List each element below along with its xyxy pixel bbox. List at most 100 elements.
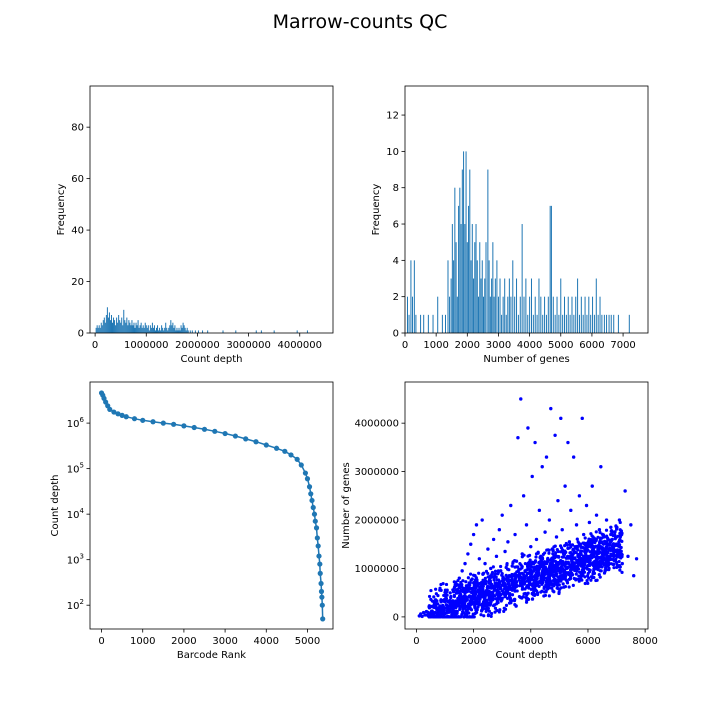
histogram-bar bbox=[138, 327, 140, 333]
x-tick-label: 2000 bbox=[461, 636, 486, 647]
scatter-point bbox=[450, 604, 454, 608]
scatter-point bbox=[527, 571, 531, 575]
scatter-point bbox=[598, 530, 602, 535]
scatter-point bbox=[602, 571, 607, 575]
axes-frame bbox=[404, 85, 649, 334]
histogram-bar bbox=[453, 260, 455, 333]
scatter-point bbox=[541, 571, 546, 576]
scatter-point bbox=[520, 555, 524, 559]
scatter-point bbox=[521, 572, 526, 577]
histogram-bar bbox=[126, 317, 128, 333]
histogram-bar bbox=[455, 242, 457, 333]
histogram-bar bbox=[575, 296, 577, 333]
scatter-point bbox=[456, 596, 460, 601]
scatter-point bbox=[586, 571, 590, 576]
scatter-point bbox=[570, 573, 574, 577]
barcode-rank-point bbox=[123, 414, 129, 420]
scatter-point bbox=[585, 574, 590, 578]
scatter-point bbox=[520, 596, 524, 600]
histogram-bar bbox=[125, 322, 127, 333]
histogram-bar bbox=[123, 309, 125, 333]
histogram-bar bbox=[169, 325, 171, 333]
histogram-bar bbox=[460, 224, 462, 333]
histogram-bar bbox=[411, 296, 413, 333]
scatter-point bbox=[599, 546, 603, 550]
histogram-bar bbox=[463, 151, 465, 333]
histogram-bar bbox=[529, 296, 531, 333]
histogram-bar bbox=[168, 327, 170, 333]
scatter-point bbox=[460, 569, 464, 573]
scatter-point bbox=[434, 613, 439, 618]
scatter-point bbox=[467, 602, 472, 606]
scatter-point bbox=[583, 559, 587, 563]
scatter-point bbox=[559, 546, 564, 550]
scatter-point bbox=[534, 555, 538, 559]
scatter-point bbox=[513, 572, 517, 576]
histogram-bar bbox=[474, 242, 476, 333]
y-tick-label: 80 bbox=[71, 123, 84, 134]
scatter-point bbox=[477, 590, 481, 594]
scatter-point bbox=[473, 581, 477, 585]
histogram-bar bbox=[170, 320, 172, 333]
scatter-point bbox=[482, 600, 486, 604]
scatter-point bbox=[575, 537, 579, 541]
scatter-point bbox=[549, 406, 553, 411]
scatter-point bbox=[563, 575, 567, 579]
histogram-bar bbox=[449, 296, 451, 333]
y-tick-label: 106 bbox=[67, 416, 85, 430]
scatter-point bbox=[600, 552, 604, 556]
scatter-point bbox=[476, 597, 480, 601]
scatter-point bbox=[439, 598, 443, 602]
histogram-bar bbox=[550, 205, 552, 333]
scatter-point bbox=[563, 585, 568, 589]
scatter-point bbox=[572, 562, 576, 566]
scatter-point bbox=[470, 577, 474, 581]
histogram-bar bbox=[129, 322, 131, 333]
scatter-point bbox=[525, 584, 529, 588]
scatter-point bbox=[548, 569, 553, 574]
scatter-point bbox=[533, 440, 537, 445]
barcode-rank-point bbox=[107, 406, 113, 413]
y-axis-label: Frequency bbox=[56, 184, 67, 236]
scatter-point bbox=[524, 596, 528, 600]
scatter-point bbox=[577, 542, 581, 546]
scatter-point bbox=[565, 543, 569, 547]
scatter-point bbox=[544, 583, 548, 587]
histogram-bar bbox=[569, 314, 571, 333]
histogram-bar bbox=[102, 320, 104, 333]
histogram-bar bbox=[106, 307, 108, 333]
scatter-point bbox=[511, 560, 515, 564]
scatter-point bbox=[603, 562, 607, 566]
scatter-point bbox=[583, 555, 587, 560]
scatter-point bbox=[539, 554, 543, 559]
histogram-bar bbox=[124, 320, 126, 333]
scatter-point bbox=[594, 578, 598, 583]
scatter-point bbox=[603, 557, 607, 561]
scatter-point bbox=[532, 593, 537, 597]
scatter-point bbox=[580, 578, 584, 582]
scatter-point bbox=[610, 537, 614, 541]
histogram-bar bbox=[151, 322, 153, 333]
histogram-bar bbox=[177, 330, 179, 333]
x-tick-label: 4000000 bbox=[277, 340, 322, 351]
histogram-bar bbox=[140, 322, 142, 333]
scatter-point bbox=[497, 597, 501, 601]
scatter-point bbox=[458, 601, 462, 605]
scatter-point bbox=[504, 565, 508, 570]
scatter-point bbox=[483, 561, 487, 566]
scatter-point bbox=[496, 593, 500, 597]
histogram-bar bbox=[130, 325, 132, 333]
scatter-point bbox=[482, 614, 486, 618]
scatter-point bbox=[480, 589, 484, 594]
barcode-rank-point bbox=[273, 445, 280, 451]
scatter-point bbox=[441, 603, 445, 607]
histogram-bar bbox=[116, 317, 118, 333]
histogram-bar bbox=[141, 327, 143, 333]
scatter-point bbox=[527, 553, 532, 557]
histogram-bar bbox=[152, 327, 154, 333]
scatter-point bbox=[607, 557, 611, 561]
histogram-bar bbox=[134, 327, 136, 333]
histogram-bar bbox=[494, 278, 496, 333]
histogram-bar bbox=[485, 242, 487, 333]
